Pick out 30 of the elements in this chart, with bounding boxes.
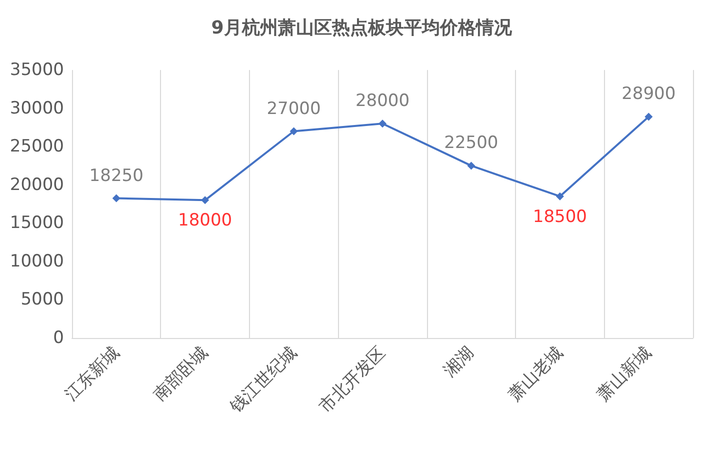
data-label: 18250: [89, 166, 144, 186]
x-tick-label: 湘湖: [440, 342, 478, 382]
point: [467, 162, 476, 170]
data-label: 22500: [444, 133, 498, 154]
chart-title: 9月杭州萧山区热点板块平均价格情况: [211, 18, 513, 38]
x-tick-label: 南部卧城: [150, 342, 212, 406]
x-tick-label: 江东新城: [61, 342, 124, 406]
y-tick-label: 25000: [10, 136, 64, 157]
y-tick-label: 5000: [20, 290, 64, 310]
point: [556, 192, 564, 200]
point: [201, 196, 210, 204]
x-tick-label: 萧山新城: [593, 342, 656, 406]
point: [644, 112, 653, 121]
x-tick-label: 钱江世纪城: [226, 342, 301, 418]
point: [112, 194, 120, 202]
data-label: 27000: [266, 98, 321, 119]
x-tick-label: 萧山老城: [504, 342, 567, 406]
y-tick-label: 20000: [10, 174, 64, 195]
y-tick-label: 10000: [10, 251, 64, 272]
x-tick-label: 市北开发区: [315, 342, 390, 418]
y-tick-label: 15000: [10, 213, 64, 234]
point: [378, 120, 386, 128]
y-tick-label: 35000: [10, 60, 64, 80]
data-label: 28900: [622, 84, 676, 104]
y-tick-label: 30000: [10, 98, 64, 118]
annotation: 18000: [178, 210, 232, 231]
annotation: 18500: [532, 206, 587, 227]
point: [290, 127, 298, 136]
data-label: 28000: [355, 91, 410, 112]
y-tick-label: 0: [53, 328, 64, 348]
